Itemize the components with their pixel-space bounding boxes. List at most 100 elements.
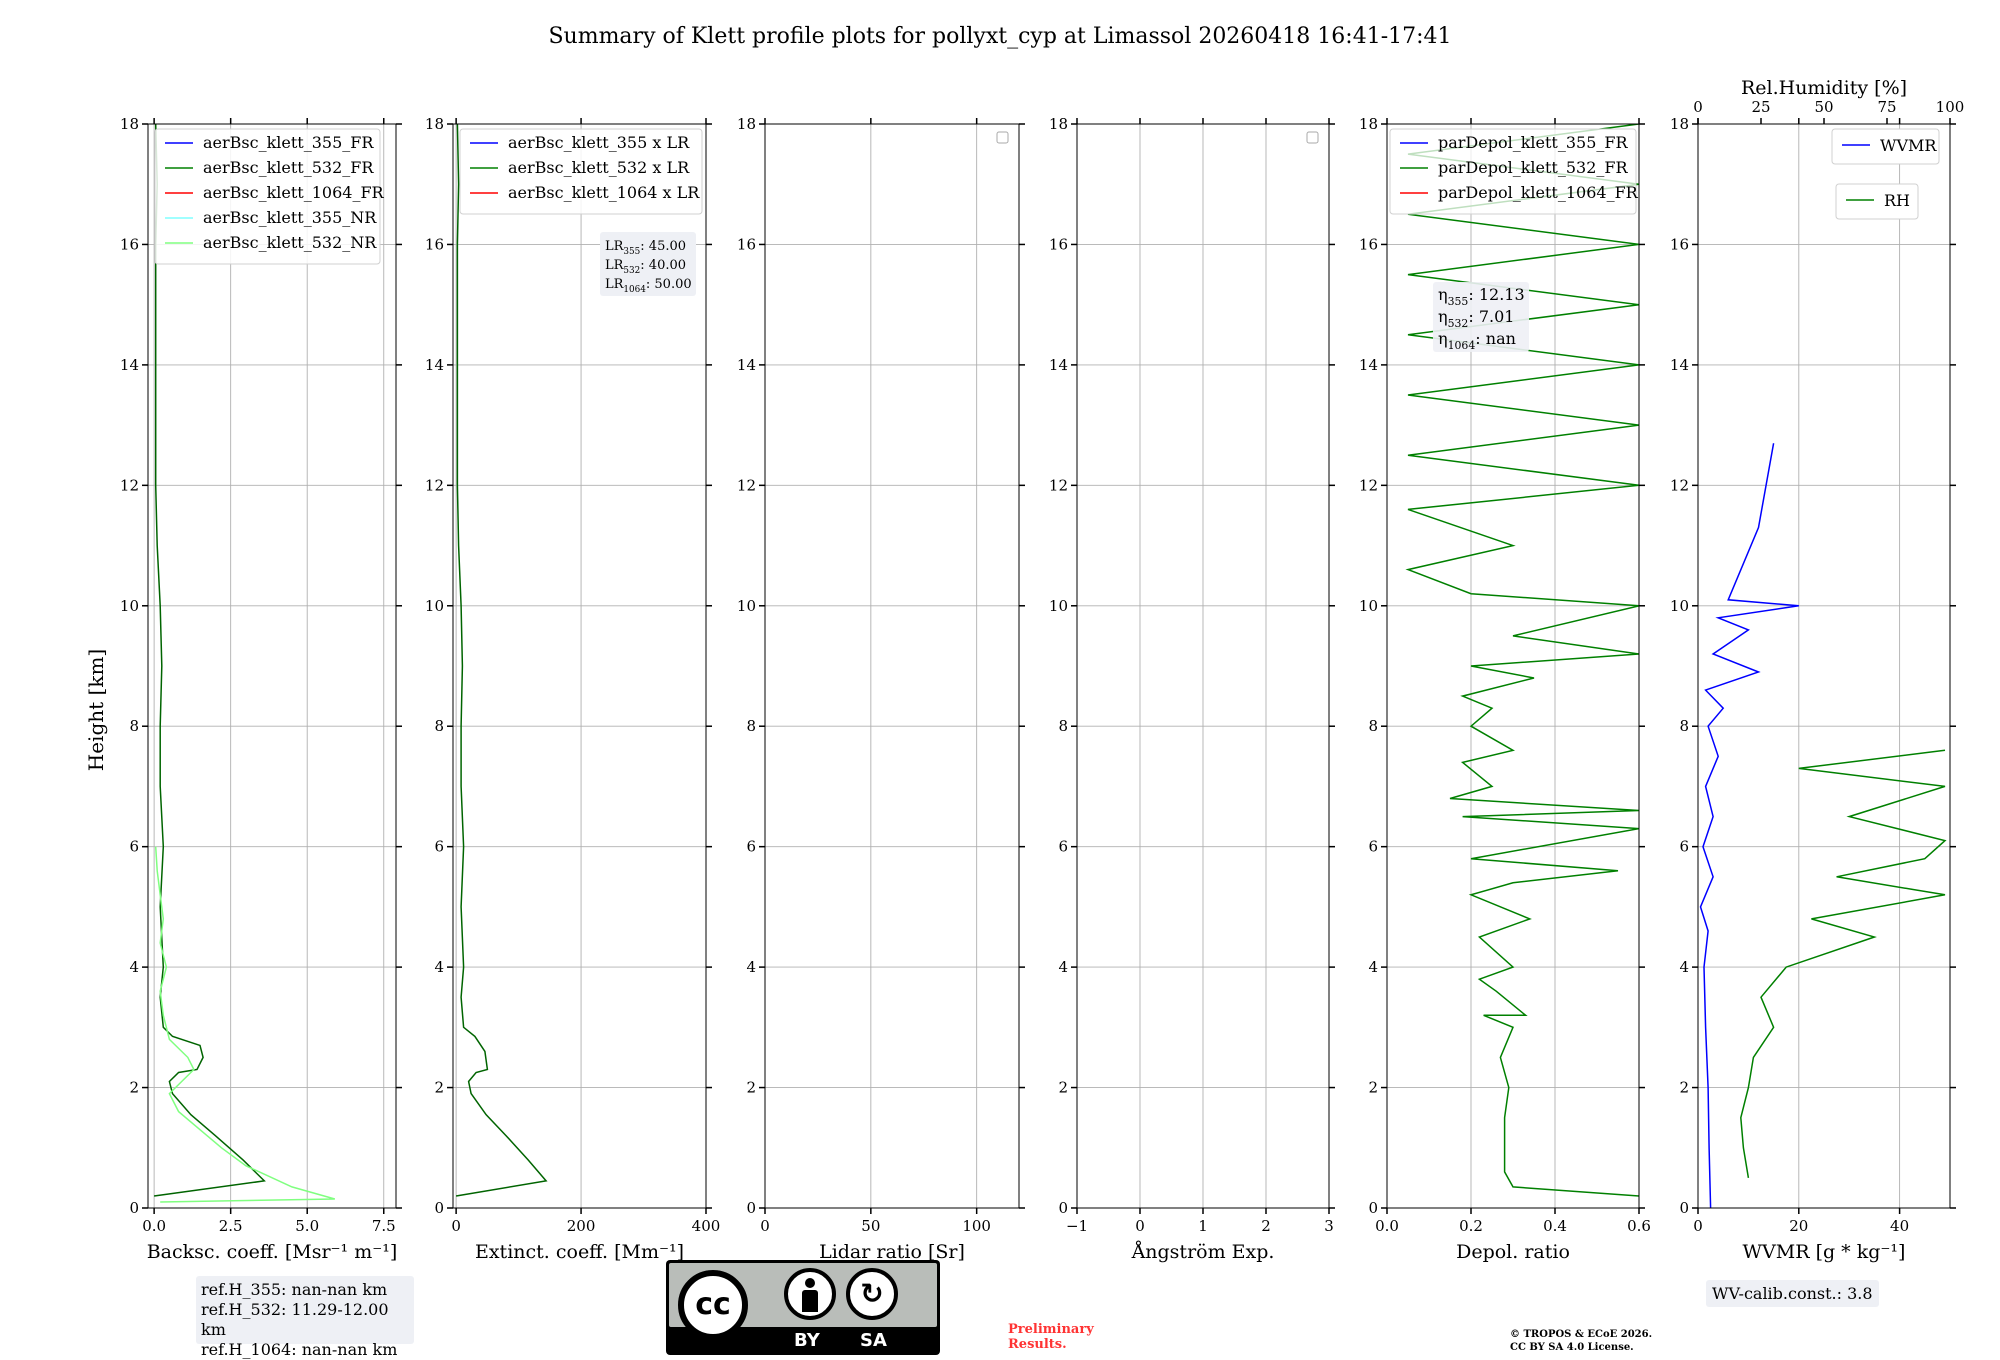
ytick-label: 6	[129, 838, 139, 856]
eta-entry: η1064: nan	[1438, 329, 1516, 352]
copyright-line-2: CC BY SA 4.0 License.	[1510, 1342, 1634, 1353]
lidar-ratio-entry: LR532: 40.00	[605, 258, 686, 276]
top-xtick-label: 50	[1814, 98, 1833, 116]
legend-frame	[1835, 183, 1919, 220]
legend-entry: parDepol_klett_1064_FR	[1438, 183, 1639, 202]
ytick-label: 10	[1670, 597, 1689, 615]
ytick-label: 18	[1670, 115, 1689, 133]
axes-frame-wv	[1697, 123, 1951, 1209]
xtick-label: −1	[1066, 1217, 1088, 1235]
xtick-label: 400	[692, 1217, 721, 1235]
ytick-label: 14	[1359, 356, 1378, 374]
xtick-label: 0.0	[1375, 1217, 1399, 1235]
copyright-line-1: © TROPOS & ECoE 2026.	[1510, 1329, 1653, 1340]
legend-frame	[154, 128, 381, 265]
ytick-label: 4	[1679, 958, 1689, 976]
y-axis-label: Height [km]	[84, 649, 108, 771]
legend-ext: aerBsc_klett_355 x LR aerBsc_klett_532 x …	[459, 128, 703, 215]
ytick-label: 16	[1670, 235, 1689, 253]
ytick-label: 10	[120, 597, 139, 615]
xtick-label: 5.0	[295, 1217, 319, 1235]
legend-entry: aerBsc_klett_1064 x LR	[508, 183, 700, 202]
ytick-label: 2	[129, 1079, 139, 1097]
axes-frame-depol	[1386, 123, 1640, 1209]
top-axis-label: Rel.Humidity [%]	[1741, 77, 1907, 99]
ref-height-1064: ref.H_1064: nan-nan km	[201, 1340, 398, 1359]
ytick-label: 2	[434, 1079, 444, 1097]
ytick-label: 0	[1058, 1199, 1068, 1217]
preliminary-line-1: Preliminary	[1008, 1322, 1094, 1337]
copyright-note: © TROPOS & ECoE 2026. CC BY SA 4.0 Licen…	[1510, 1328, 1652, 1354]
legend-entry: aerBsc_klett_355_NR	[203, 208, 377, 227]
ytick-label: 2	[1679, 1079, 1689, 1097]
series-group-ext	[455, 124, 548, 1197]
ytick-label: 16	[425, 235, 444, 253]
x-axis-label-depol: Depol. ratio	[1456, 1241, 1570, 1263]
lidar-ratio-entry: LR355: 45.00	[605, 239, 686, 257]
ytick-label: 4	[1058, 958, 1068, 976]
xtick-label: 0	[1693, 1217, 1703, 1235]
ytick-label: 10	[1359, 597, 1378, 615]
cc-logo-icon: cc	[678, 1270, 748, 1340]
xtick-label: 0	[1135, 1217, 1145, 1235]
ytick-label: 8	[746, 717, 756, 735]
legend-entry: aerBsc_klett_532_NR	[203, 233, 377, 252]
ytick-label: 14	[1049, 356, 1068, 374]
xtick-label: 20	[1789, 1217, 1808, 1235]
ytick-label: 16	[1049, 235, 1068, 253]
legend-entry: parDepol_klett_532_FR	[1438, 158, 1629, 177]
x-axis-label-ext: Extinct. coeff. [Mm⁻¹]	[475, 1241, 684, 1263]
gridlines-lr	[764, 123, 1019, 1209]
ytick-label: 16	[120, 235, 139, 253]
legend-frame	[459, 128, 703, 215]
legend-entry: RH	[1884, 191, 1910, 210]
panel-depol: 0 2 4 6 8 10 12 14 16 18 0.0 0.2 0.4 0.6 Depol. ratio p…	[1359, 115, 1651, 1263]
xtick-label: 0.4	[1543, 1217, 1567, 1235]
ytick-label: 8	[434, 717, 444, 735]
axes-frame-bsc	[147, 123, 397, 1209]
empty-legend-lr	[996, 131, 1009, 144]
legend-wvmr: WVMR	[1831, 128, 1940, 165]
ytick-label: 12	[1049, 476, 1068, 494]
ytick-label: 10	[1049, 597, 1068, 615]
ytick-label: 6	[1679, 838, 1689, 856]
ytick-label: 8	[1368, 717, 1378, 735]
series-group-depol	[1405, 124, 1639, 1197]
xtick-label: 0	[451, 1217, 461, 1235]
axes-frame-lr	[764, 123, 1020, 1209]
ytick-label: 4	[129, 958, 139, 976]
gridlines-bsc	[148, 123, 396, 1209]
empty-legend-ae	[1306, 131, 1319, 144]
ytick-label: 10	[737, 597, 756, 615]
series-group-bsc	[153, 124, 336, 1203]
ytick-label: 2	[1368, 1079, 1378, 1097]
legend-entry: WVMR	[1880, 136, 1937, 155]
ytick-label: 16	[1359, 235, 1378, 253]
legend-rh: RH	[1835, 183, 1919, 220]
ytick-label: 14	[120, 356, 139, 374]
cc-license-badge: cc ↻ BY SA	[666, 1260, 940, 1355]
preliminary-note: Preliminary Results.	[1008, 1322, 1094, 1352]
info-box-bg	[1433, 282, 1529, 352]
ytick-label: 18	[425, 115, 444, 133]
x-axis-label-bsc: Backsc. coeff. [Msr⁻¹ m⁻¹]	[147, 1241, 398, 1263]
ytick-label: 12	[425, 476, 444, 494]
gridlines-ae	[1076, 123, 1330, 1209]
ytick-label: 6	[746, 838, 756, 856]
info-box-bg	[600, 232, 696, 296]
ytick-label: 18	[1049, 115, 1068, 133]
top-xtick-label: 0	[1693, 98, 1703, 116]
figure-title: Summary of Klett profile plots for polly…	[548, 24, 1451, 49]
xtick-label: 0.6	[1627, 1217, 1651, 1235]
xtick-label: 7.5	[372, 1217, 396, 1235]
panel-bsc: 0 2 4 6 8 10 12 14 16 18 0.0 2.5 5.0 7.5 Backsc. coeff…	[120, 115, 402, 1263]
top-xtick-label: 100	[1936, 98, 1965, 116]
legend-depol: parDepol_klett_355_FR parDepol_klett_532_…	[1389, 128, 1639, 215]
legend-entry: parDepol_klett_355_FR	[1438, 133, 1629, 152]
ref-height-355: ref.H_355: nan-nan km	[201, 1280, 388, 1299]
legend-entry: aerBsc_klett_532_FR	[203, 158, 374, 177]
ytick-label: 18	[737, 115, 756, 133]
